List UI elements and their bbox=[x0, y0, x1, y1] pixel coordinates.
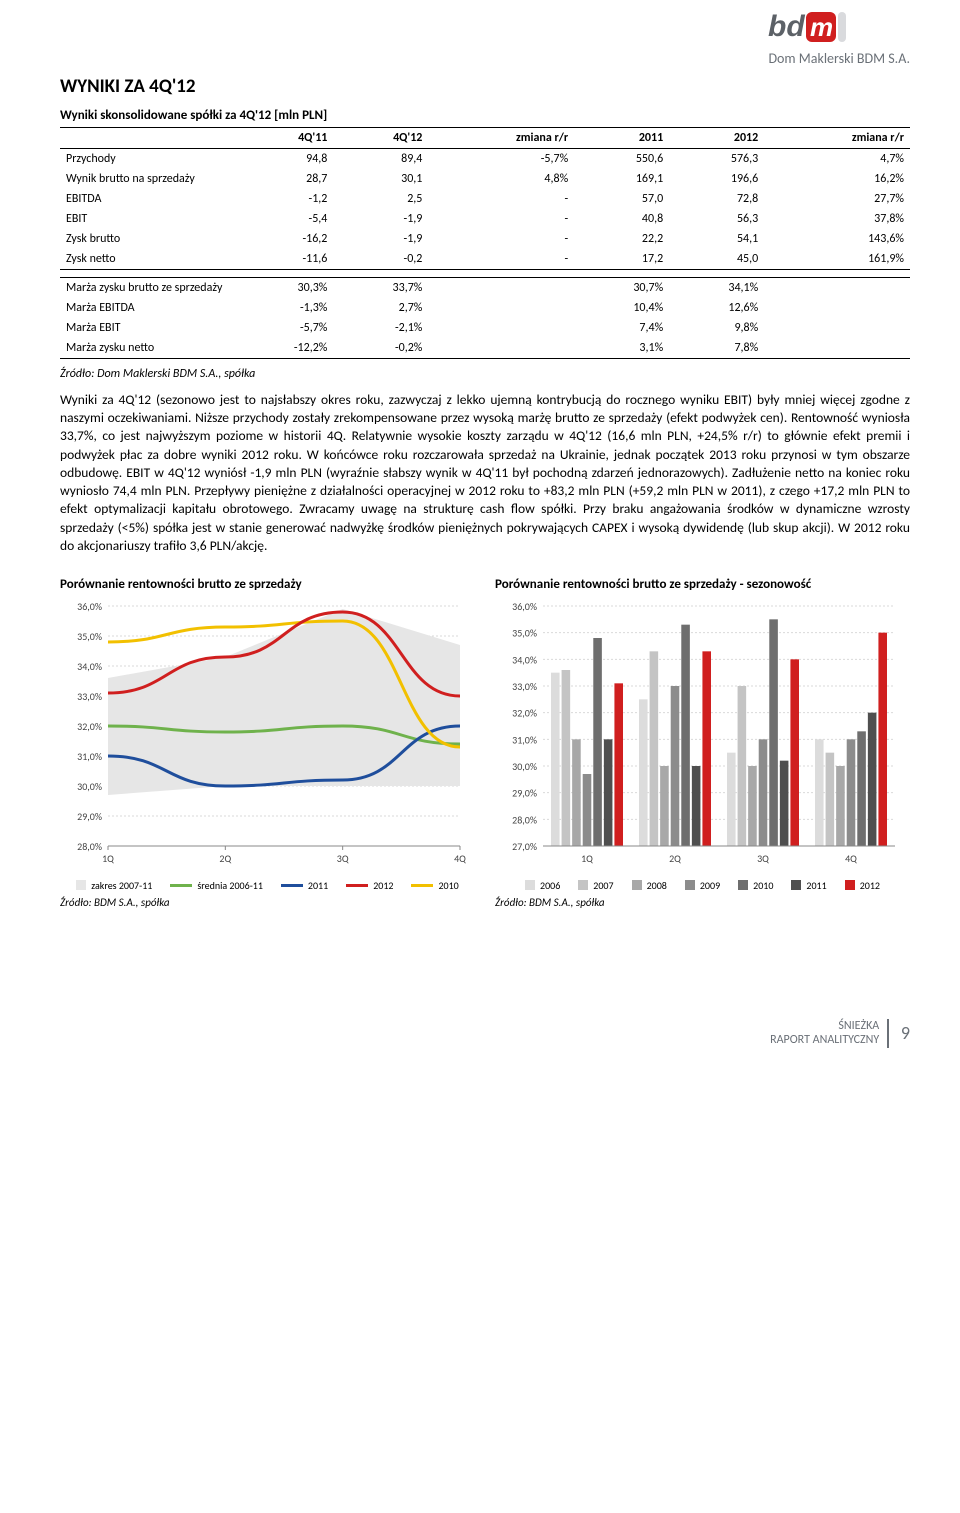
svg-text:32,0%: 32,0% bbox=[77, 720, 102, 733]
svg-text:31,0%: 31,0% bbox=[77, 750, 102, 763]
source-1: Źródło: Dom Maklerski BDM S.A., spółka bbox=[60, 367, 910, 381]
svg-text:2Q: 2Q bbox=[219, 852, 231, 865]
logo-company: Dom Maklerski BDM S.A. bbox=[768, 50, 910, 67]
svg-text:28,0%: 28,0% bbox=[77, 840, 102, 853]
chart2-src: Źródło: BDM S.A., spółka bbox=[495, 896, 910, 909]
body-paragraph: Wyniki za 4Q'12 (sezonowo jest to najsła… bbox=[60, 391, 910, 555]
svg-text:1Q: 1Q bbox=[102, 852, 114, 865]
svg-text:34,0%: 34,0% bbox=[512, 653, 537, 666]
svg-text:35,0%: 35,0% bbox=[77, 630, 102, 643]
svg-text:29,0%: 29,0% bbox=[512, 787, 537, 800]
svg-text:35,0%: 35,0% bbox=[512, 627, 537, 640]
financials-table: 4Q'114Q'12zmiana r/r20112012zmiana r/r P… bbox=[60, 127, 910, 359]
chart-right: Porównanie rentowności brutto ze sprzeda… bbox=[495, 573, 910, 909]
svg-text:30,0%: 30,0% bbox=[512, 760, 537, 773]
chart2-svg: 27,0% 28,0% 29,0% 30,0% 31,0% 32,0% 33,0% 34,0%… bbox=[495, 598, 905, 868]
chart1-src: Źródło: BDM S.A., spółka bbox=[60, 896, 475, 909]
svg-text:3Q: 3Q bbox=[757, 852, 769, 865]
svg-text:4Q: 4Q bbox=[454, 852, 466, 865]
chart2-title: Porównanie rentowności brutto ze sprzeda… bbox=[495, 577, 910, 592]
chart-left: Porównanie rentowności brutto ze sprzeda… bbox=[60, 573, 475, 909]
svg-text:28,0%: 28,0% bbox=[512, 813, 537, 826]
svg-text:29,0%: 29,0% bbox=[77, 810, 102, 823]
svg-text:2Q: 2Q bbox=[669, 852, 681, 865]
svg-text:36,0%: 36,0% bbox=[77, 600, 102, 613]
footer-doc: RAPORT ANALITYCZNY bbox=[770, 1033, 879, 1047]
footer-page: 9 bbox=[893, 1022, 910, 1044]
svg-text:33,0%: 33,0% bbox=[512, 680, 537, 693]
svg-text:34,0%: 34,0% bbox=[77, 660, 102, 673]
svg-text:bd: bd bbox=[768, 10, 805, 43]
svg-text:31,0%: 31,0% bbox=[512, 733, 537, 746]
svg-text:32,0%: 32,0% bbox=[512, 707, 537, 720]
chart1-title: Porównanie rentowności brutto ze sprzeda… bbox=[60, 577, 475, 592]
page-title: WYNIKI ZA 4Q'12 bbox=[60, 75, 910, 98]
svg-text:m: m bbox=[810, 12, 833, 42]
chart1-svg: 28,0% 29,0% 30,0% 31,0% 32,0% 33,0% 34,0% 35,0%… bbox=[60, 598, 470, 868]
svg-text:36,0%: 36,0% bbox=[512, 600, 537, 613]
svg-text:30,0%: 30,0% bbox=[77, 780, 102, 793]
chart2-legend: 2006200720082009201020112012 bbox=[495, 879, 910, 892]
svg-text:27,0%: 27,0% bbox=[512, 840, 537, 853]
svg-text:1Q: 1Q bbox=[581, 852, 593, 865]
svg-text:33,0%: 33,0% bbox=[77, 690, 102, 703]
bdm-logo: bd m Dom Maklerski BDM S.A. bbox=[768, 10, 910, 67]
table-subtitle: Wyniki skonsolidowane spółki za 4Q'12 [m… bbox=[60, 108, 910, 123]
footer: ŚNIEŻKA RAPORT ANALITYCZNY 9 bbox=[0, 1019, 960, 1048]
footer-company: ŚNIEŻKA bbox=[838, 1019, 879, 1033]
svg-text:3Q: 3Q bbox=[337, 852, 349, 865]
chart1-legend: zakres 2007-11średnia 2006-1120112012201… bbox=[60, 879, 475, 892]
svg-text:4Q: 4Q bbox=[845, 852, 857, 865]
